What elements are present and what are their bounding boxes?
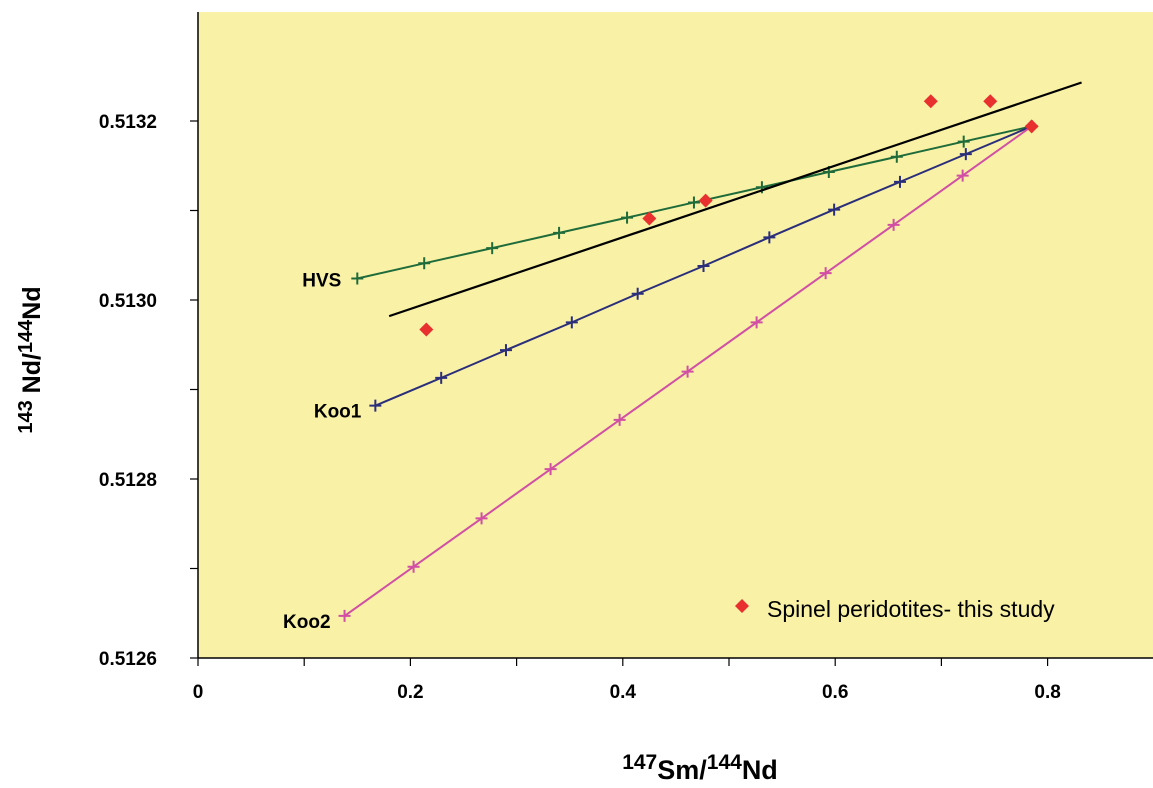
y-axis-title-part1: Nd/ [18,353,46,400]
data-point-diamond [1024,119,1039,134]
series-marker [959,148,972,161]
points-layer [419,94,1039,337]
series-marker [475,512,488,525]
series-marker [621,211,634,224]
series-label-koo2: Koo2 [283,612,331,633]
x-axis-title-sup2: 144 [707,751,742,774]
y-axis-title-sup2: 144 [15,319,37,353]
x-tick-label: 0 [193,682,204,703]
x-tick-label: 0.4 [610,682,637,703]
series-label-hvs: HVS [302,271,341,292]
series-marker [887,218,900,231]
regression-line [388,81,1082,318]
series-marker [956,169,969,182]
data-point-diamond [698,193,713,208]
y-tick-label: 0.5132 [99,112,157,133]
plot-area [198,12,1153,658]
legend-diamond-marker [735,599,749,613]
axis-ticks: 0 0.2 0.4 0.6 0.8 0.5126 0.5128 0.5130 0.5132 [99,112,1061,703]
series-marker [893,175,906,188]
series-marker [486,242,499,255]
series-marker [681,365,694,378]
data-point-diamond [642,211,657,226]
series-marker [890,150,903,163]
y-tick-label: 0.5126 [99,649,157,670]
series-marker [338,609,351,622]
series-marker [499,344,512,357]
series-marker [544,463,557,476]
series-marker [763,231,776,244]
x-tick-label: 0.2 [397,682,423,703]
legend-label: Spinel peridotites- this study [767,596,1055,622]
series-marker [553,226,566,239]
series-marker [697,259,710,272]
x-axis-title-part2: Nd [742,755,778,785]
series-marker [407,560,420,573]
series-marker [351,272,364,285]
data-point-diamond [923,94,938,109]
data-point-diamond [983,94,998,109]
series-layer [338,81,1082,622]
x-axis-title: 147Sm/144Nd [622,751,778,785]
series-marker [565,316,578,329]
series-marker [369,399,382,412]
x-axis-title-part1: Sm/ [657,755,707,785]
series-marker [750,316,763,329]
data-point-diamond [419,322,434,337]
series-marker [631,287,644,300]
axes [197,12,1153,659]
x-tick-label: 0.8 [1034,682,1060,703]
y-axis-title-part2: Nd [18,286,46,319]
y-axis-title: 143 Nd/144Nd [15,286,46,433]
labels-layer: HVS Koo1 Koo2 [283,271,362,633]
series-marker [687,196,700,209]
y-axis-title-sup1: 143 [15,400,37,433]
x-axis-title-sup1: 147 [622,751,657,774]
series-marker [957,135,970,148]
series-marker [613,413,626,426]
x-tick-label: 0.6 [822,682,848,703]
series-marker [418,257,431,270]
y-tick-label: 0.5130 [99,291,157,312]
series-marker [819,267,832,280]
series-label-koo1: Koo1 [314,402,362,423]
legend: Spinel peridotites- this study [735,596,1055,622]
y-tick-label: 0.5128 [99,470,157,491]
series-marker [435,371,448,384]
series-marker [828,203,841,216]
